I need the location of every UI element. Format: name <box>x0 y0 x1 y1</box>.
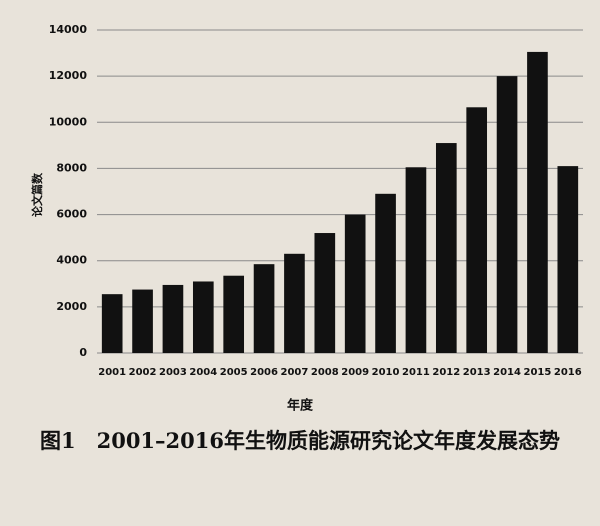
bar <box>162 284 184 353</box>
x-tick-label: 2007 <box>281 367 309 378</box>
y-tick-label: 0 <box>79 346 87 359</box>
bar <box>223 275 245 353</box>
x-tick-label: 2016 <box>554 367 582 378</box>
x-tick-label: 2001 <box>98 367 126 378</box>
y-tick-label: 8000 <box>56 161 87 174</box>
y-tick-label: 14000 <box>49 23 88 36</box>
x-tick-label: 2004 <box>189 367 217 378</box>
y-tick-label: 12000 <box>49 69 88 82</box>
x-tick-label: 2015 <box>524 367 552 378</box>
y-tick-label: 10000 <box>49 115 88 128</box>
x-tick-label: 2006 <box>250 367 278 378</box>
bar <box>527 51 548 354</box>
x-tick-label: 2002 <box>129 367 157 378</box>
caption: 图1 2001–2016年生物质能源研究论文年度发展态势 <box>39 428 560 453</box>
x-tick-label: 2012 <box>432 367 460 378</box>
chart: 论文篇数 年度 0 2000 4000 6000 8000 10000 12000 14000… <box>30 23 583 414</box>
x-tick-label: 2003 <box>159 367 187 378</box>
x-tick-label: 2009 <box>341 367 369 378</box>
y-tick-label: 6000 <box>56 208 87 221</box>
bar <box>344 214 366 353</box>
x-tick-label: 2010 <box>372 367 400 378</box>
x-tick-label: 2011 <box>402 367 430 378</box>
bar <box>435 143 457 353</box>
bar <box>314 233 336 353</box>
x-tick-label: 2005 <box>220 367 248 378</box>
bar <box>192 281 214 353</box>
y-axis-label: 论文篇数 <box>30 172 44 217</box>
y-tick-label: 2000 <box>56 300 87 313</box>
x-tick-label: 2008 <box>311 367 339 378</box>
bar <box>101 294 123 353</box>
bar <box>466 107 488 354</box>
x-axis-label: 年度 <box>287 398 314 414</box>
bar <box>253 264 275 353</box>
bar <box>496 76 518 354</box>
bar <box>375 193 396 353</box>
x-tick-label: 2014 <box>493 367 521 378</box>
y-tick-label: 4000 <box>56 254 87 267</box>
x-tick-label: 2013 <box>463 367 491 378</box>
bar <box>557 166 579 353</box>
bar <box>284 253 305 353</box>
bar <box>132 289 153 353</box>
bar <box>405 167 427 353</box>
